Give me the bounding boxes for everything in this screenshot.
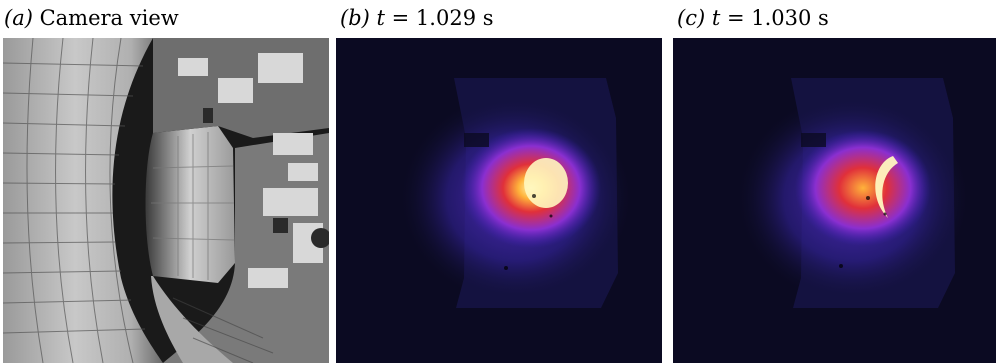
panel-a-letter: (a) [4, 6, 33, 30]
panel-b-time-variable: t [376, 6, 385, 30]
panel-c-caption: (c) t = 1.030 s [677, 6, 829, 30]
panel-a-title: Camera view [39, 6, 179, 30]
panel-b-caption: (b) t = 1.029 s [340, 6, 494, 30]
camera-view-image [3, 38, 329, 363]
panel-b-time-value: = 1.029 s [384, 6, 494, 30]
panel-b-letter: (b) [340, 6, 370, 30]
panel-a-caption: (a) Camera view [4, 6, 179, 30]
camera-frame-b-image [336, 38, 662, 363]
panel-c-time-variable: t [711, 6, 721, 30]
panel-c-letter: (c) [677, 6, 706, 30]
camera-frame-c-image [673, 38, 996, 363]
panel-c-time-value: = 1.030 s [720, 6, 829, 30]
